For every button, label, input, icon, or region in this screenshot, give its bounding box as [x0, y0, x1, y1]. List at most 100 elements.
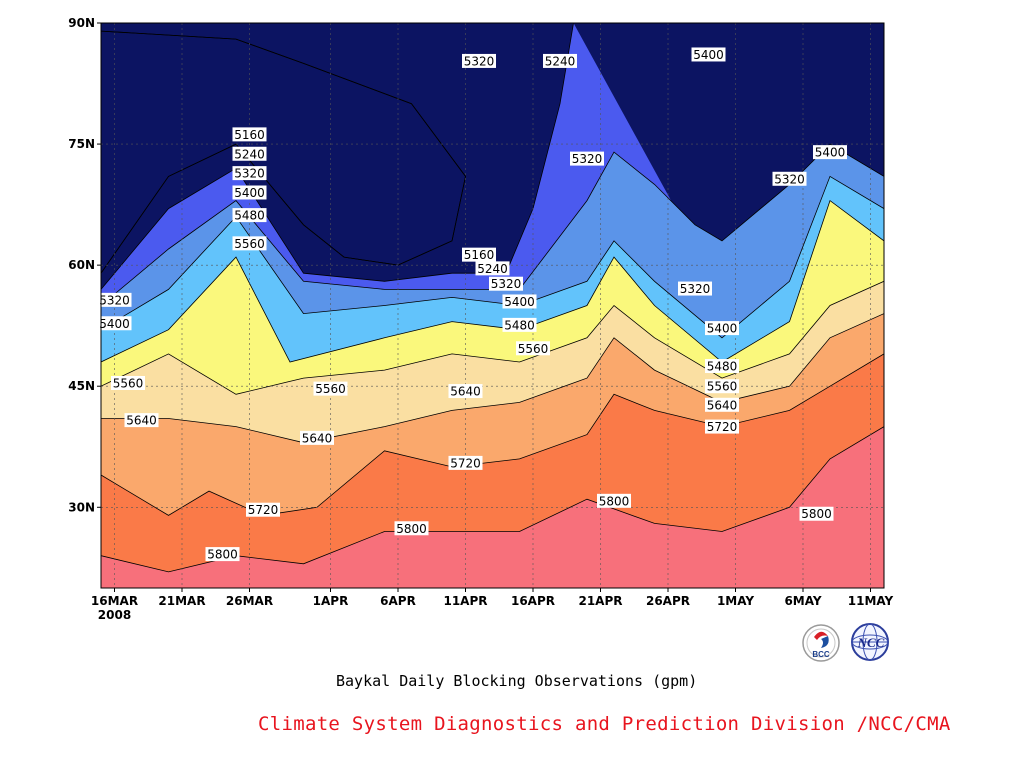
contour-label-text: 5320 — [234, 167, 265, 181]
contour-label-5800: 5800 — [394, 521, 429, 536]
contour-label-box — [489, 276, 523, 291]
contour-label-text: 5240 — [545, 54, 576, 68]
contour-label-box — [313, 381, 348, 396]
contour-label-5320: 5320 — [462, 53, 496, 68]
contour-label-text: 5320 — [774, 172, 805, 186]
contour-label-box — [597, 493, 631, 508]
isoline-5400 — [101, 175, 884, 339]
contour-label-5720: 5720 — [448, 455, 483, 470]
contour-label-5320: 5320 — [772, 171, 807, 186]
contour-label-text: 5400 — [99, 317, 130, 331]
contour-label-5720: 5720 — [246, 502, 280, 517]
contour-label-text: 5240 — [234, 147, 265, 161]
contour-label-box — [516, 341, 550, 356]
x-tick-label: 16MAR — [91, 594, 138, 608]
contour-label-box — [705, 419, 739, 434]
contour-label-5320: 5320 — [97, 292, 132, 307]
band-5800 — [101, 426, 884, 588]
y-tick-label: 75N — [68, 137, 95, 151]
contour-label-text: 5320 — [464, 54, 495, 68]
contour-label-box — [705, 321, 739, 336]
contour-label-5560: 5560 — [111, 375, 145, 390]
contour-label-5720: 5720 — [705, 419, 739, 434]
contour-label-box — [570, 151, 604, 166]
isoline-5480 — [101, 199, 884, 363]
contour-label-5400: 5400 — [705, 321, 739, 336]
contour-label-text: 5320 — [491, 277, 522, 291]
contour-label-5320: 5320 — [489, 276, 523, 291]
contour-label-box — [813, 145, 847, 160]
contour-label-box — [232, 146, 267, 161]
contour-label-box — [462, 53, 496, 68]
isoline-5560 — [101, 280, 884, 395]
y-tick-label: 45N — [68, 379, 95, 393]
contour-label-5320: 5320 — [570, 151, 604, 166]
y-tick-label: 90N — [68, 16, 95, 30]
contour-label-box — [475, 261, 510, 276]
contour-label-5240: 5240 — [232, 146, 267, 161]
y-tick-label: 60N — [68, 258, 95, 272]
x-tick-label: 6APR — [380, 594, 416, 608]
contour-label-box — [300, 430, 334, 445]
contour-label-text: 5560 — [234, 237, 265, 251]
contour-label-text: 5640 — [302, 431, 333, 445]
contour-label-5240: 5240 — [475, 261, 510, 276]
contour-label-5640: 5640 — [448, 384, 483, 399]
isoline-5240 — [101, 23, 574, 290]
x-year-label: 2008 — [98, 608, 131, 622]
contour-label-text: 5800 — [599, 494, 630, 508]
x-tick-label: 21APR — [578, 594, 622, 608]
x-tick-label: 11APR — [443, 594, 487, 608]
contour-label-5800: 5800 — [205, 547, 240, 562]
contour-label-text: 5480 — [504, 318, 535, 332]
contour-label-5400: 5400 — [813, 145, 847, 160]
contour-label-box — [232, 166, 267, 181]
contour-label-box — [124, 413, 159, 428]
y-tick-label: 30N — [68, 500, 95, 514]
contour-label-box — [448, 384, 483, 399]
contour-label-text: 5800 — [396, 522, 427, 536]
contour-label-text: 5720 — [450, 456, 481, 470]
contour-label-5480: 5480 — [232, 208, 267, 223]
contour-label-box — [232, 127, 267, 142]
contour-label-box — [462, 247, 496, 262]
contour-label-text: 5400 — [504, 295, 535, 309]
contour-label-box — [705, 397, 739, 412]
chart-title: Baykal Daily Blocking Observations (gpm) — [336, 672, 698, 690]
contour-label-5560: 5560 — [232, 236, 267, 251]
contour-label-5400: 5400 — [97, 316, 132, 331]
contour-label-5320: 5320 — [232, 166, 267, 181]
contour-label-5560: 5560 — [516, 341, 550, 356]
contour-label-box — [502, 317, 537, 332]
contour-label-box — [705, 359, 739, 374]
contour-label-box — [799, 506, 834, 521]
contour-label-box — [97, 316, 132, 331]
contour-label-text: 5240 — [477, 262, 508, 276]
logo-group: BCC NCC — [802, 623, 889, 662]
contour-label-text: 5560 — [113, 376, 144, 390]
contour-label-box — [394, 521, 429, 536]
ncc-logo-text: NCC — [857, 635, 885, 650]
contour-label-box — [705, 379, 739, 394]
x-tick-label: 1MAY — [717, 594, 754, 608]
contour-label-5640: 5640 — [300, 430, 334, 445]
contour-label-5400: 5400 — [232, 185, 267, 200]
contour-label-box — [448, 455, 483, 470]
isoline-5720 — [101, 353, 884, 516]
contour-label-text: 5480 — [234, 209, 265, 223]
contour-label-5800: 5800 — [799, 506, 834, 521]
contour-label-5480: 5480 — [502, 317, 537, 332]
contour-label-box — [111, 375, 145, 390]
plot-area — [101, 23, 884, 588]
contour-label-text: 5560 — [315, 382, 346, 396]
x-tick-label: 21MAR — [158, 594, 205, 608]
contour-label-text: 5560 — [518, 342, 549, 356]
contour-label-text: 5560 — [707, 380, 738, 394]
contour-label-box — [246, 502, 280, 517]
contour-label-box — [543, 53, 577, 68]
bcc-logo-text: BCC — [812, 650, 830, 659]
contour-label-text: 5160 — [234, 128, 265, 142]
contour-label-box — [97, 292, 132, 307]
